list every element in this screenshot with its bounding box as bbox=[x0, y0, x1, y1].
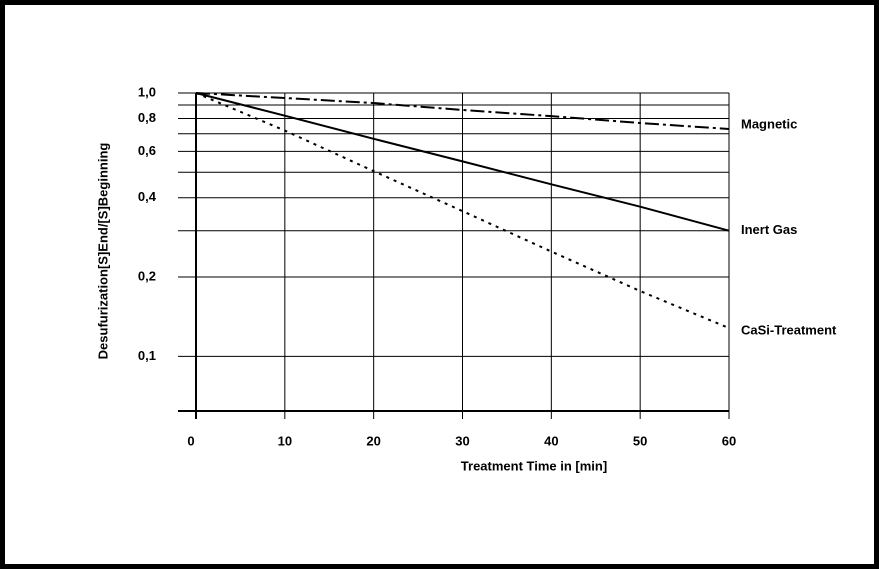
y-tick-label: 1,0 bbox=[138, 84, 156, 99]
y-tick-label: 0,4 bbox=[138, 189, 157, 204]
x-tick-label: 30 bbox=[455, 433, 469, 448]
series-line bbox=[195, 92, 730, 330]
x-tick-label: 0 bbox=[187, 433, 194, 448]
x-tick-label: 60 bbox=[722, 433, 736, 448]
series-line bbox=[195, 92, 730, 130]
y-axis-label: Desufurization[S]End/[S]Beginning bbox=[95, 143, 110, 360]
series-label: Magnetic bbox=[741, 116, 797, 131]
y-tick-label: 0,2 bbox=[138, 268, 156, 283]
series-line bbox=[195, 92, 730, 232]
y-tick-label: 0,6 bbox=[138, 143, 156, 158]
y-tick-label: 0,1 bbox=[138, 348, 156, 363]
series-label: Inert Gas bbox=[741, 222, 797, 237]
x-tick-label: 50 bbox=[633, 433, 647, 448]
series-label: CaSi-Treatment bbox=[741, 323, 837, 338]
y-tick-label: 0,8 bbox=[138, 110, 156, 125]
x-tick-label: 10 bbox=[278, 433, 292, 448]
x-axis-label: Treatment Time in [min] bbox=[461, 458, 607, 473]
x-tick-label: 40 bbox=[544, 433, 558, 448]
x-tick-label: 20 bbox=[366, 433, 380, 448]
